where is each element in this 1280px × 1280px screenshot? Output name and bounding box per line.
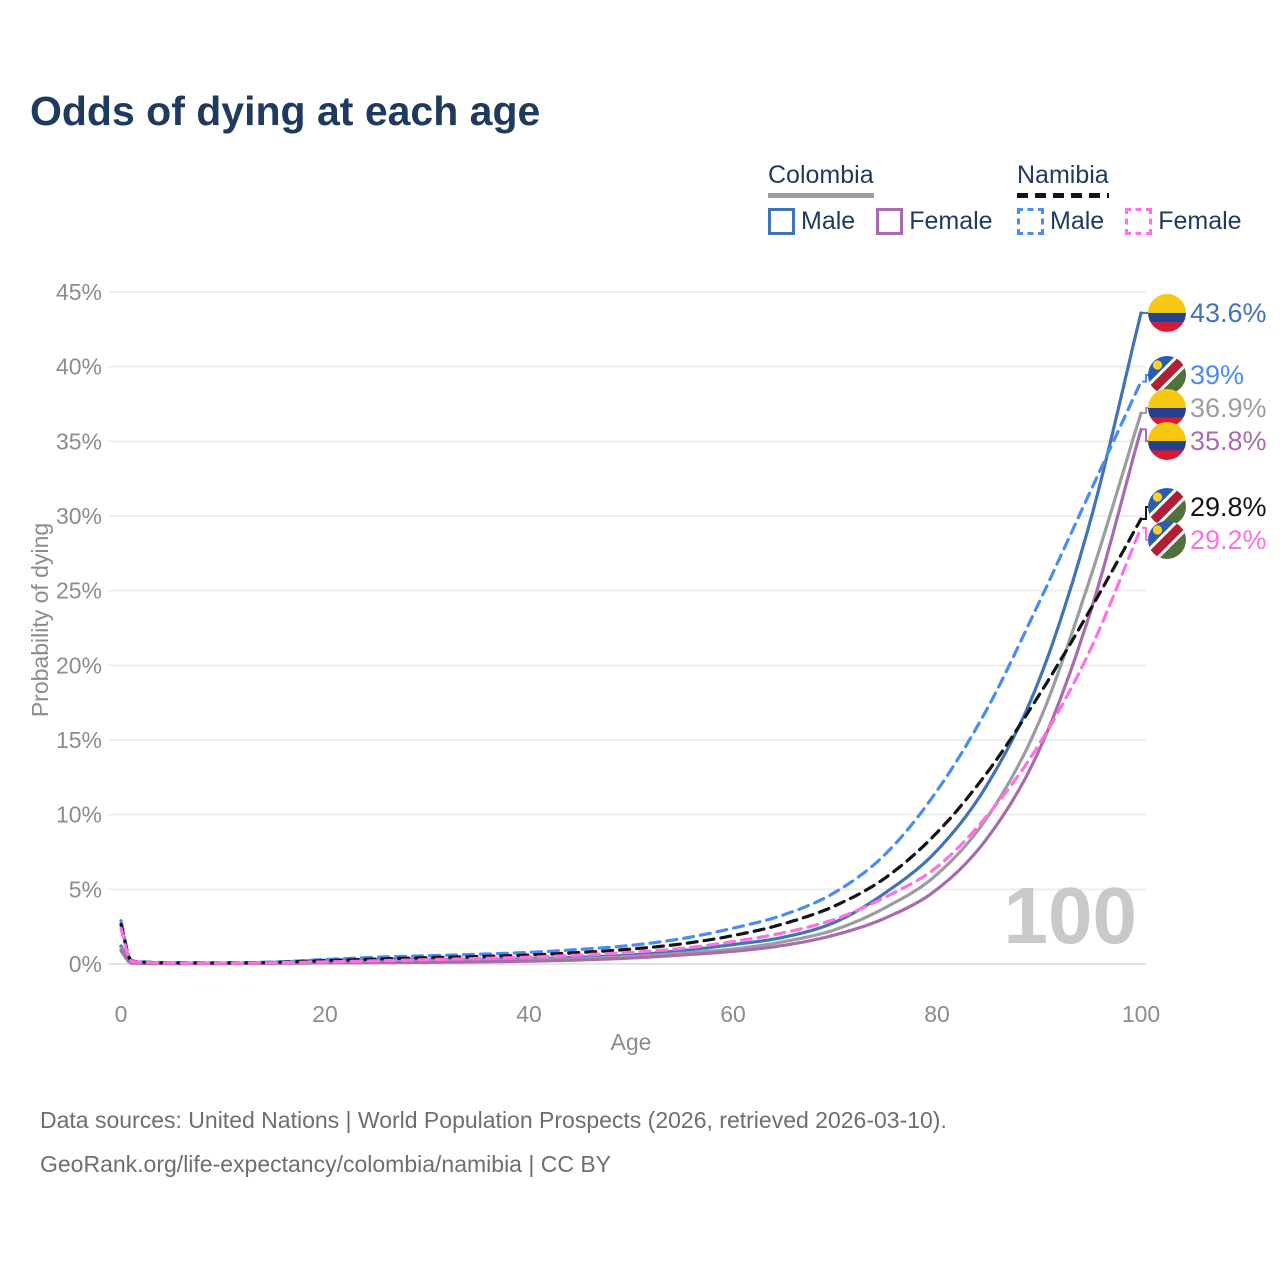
y-tick-label: 15% bbox=[56, 727, 102, 753]
checkbox-icon[interactable] bbox=[1125, 208, 1153, 235]
end-label-connector bbox=[1142, 526, 1148, 541]
series-line-co-both bbox=[119, 411, 1143, 966]
y-tick-label: 0% bbox=[69, 951, 102, 977]
x-tick-label: 40 bbox=[516, 1001, 542, 1027]
chart-title: Odds of dying at each age bbox=[30, 88, 541, 134]
series-line-na-male bbox=[119, 380, 1143, 965]
y-tick-label: 40% bbox=[56, 354, 102, 380]
checkbox-icon[interactable] bbox=[876, 208, 904, 235]
legend-country-namibia: Namibia bbox=[1017, 161, 1109, 198]
end-value-label-co-both: 36.9% bbox=[1190, 393, 1267, 423]
x-tick-label: 20 bbox=[312, 1001, 338, 1027]
colombia-flag-icon bbox=[1148, 293, 1186, 332]
checkbox-icon[interactable] bbox=[1017, 208, 1044, 235]
end-label-connector bbox=[1142, 428, 1148, 442]
legend-country-label: Namibia bbox=[1017, 161, 1109, 189]
legend-country-label: Colombia bbox=[768, 161, 874, 189]
y-tick-label: 5% bbox=[69, 876, 102, 902]
legend-item-label: Male bbox=[801, 207, 856, 235]
series-line-co-female bbox=[119, 427, 1143, 966]
legend-item-label: Female bbox=[909, 207, 993, 235]
legend-item-label: Male bbox=[1050, 207, 1105, 235]
end-value-label-na-female: 29.2% bbox=[1190, 525, 1267, 555]
colombia-flag-icon bbox=[1148, 388, 1186, 427]
end-label-connector bbox=[1142, 407, 1148, 414]
end-label-connector bbox=[1142, 506, 1148, 520]
age-watermark: 100 bbox=[1004, 871, 1137, 960]
legend-toggle-colombia-male[interactable]: Male bbox=[768, 207, 855, 236]
legend-country-colombia: Colombia bbox=[768, 161, 874, 198]
x-axis-title: Age bbox=[611, 1029, 652, 1055]
legend-item-label: Female bbox=[1158, 207, 1242, 235]
data-source-line: Data sources: United Nations | World Pop… bbox=[40, 1107, 947, 1133]
legend-group-colombia: Colombia Male Female bbox=[768, 161, 993, 236]
checkbox-icon[interactable] bbox=[768, 208, 795, 235]
end-value-label-co-male: 43.6% bbox=[1190, 298, 1267, 328]
legend-group-namibia: Namibia Male Female bbox=[1017, 161, 1242, 236]
series-line-co-male bbox=[119, 311, 1143, 965]
legend-toggle-namibia-female[interactable]: Female bbox=[1125, 207, 1242, 236]
y-tick-label: 20% bbox=[56, 652, 102, 678]
attribution-line: GeoRank.org/life-expectancy/colombia/nam… bbox=[40, 1151, 612, 1177]
y-tick-label: 10% bbox=[56, 802, 102, 828]
namibia-both-line-swatch bbox=[1017, 193, 1109, 198]
legend-toggle-colombia-female[interactable]: Female bbox=[876, 207, 993, 236]
y-tick-label: 25% bbox=[56, 578, 102, 604]
colombia-flag-icon bbox=[1148, 421, 1186, 460]
x-tick-label: 0 bbox=[115, 1001, 128, 1027]
end-label-connector bbox=[1142, 374, 1148, 383]
colombia-both-line-swatch bbox=[768, 193, 874, 198]
y-axis-title: Probability of dying bbox=[27, 523, 53, 717]
chart-footer: Data sources: United Nations | World Pop… bbox=[40, 1098, 947, 1186]
namibia-flag-icon bbox=[1148, 520, 1186, 559]
end-value-label-na-both: 29.8% bbox=[1190, 492, 1267, 522]
y-tick-label: 30% bbox=[56, 503, 102, 529]
x-tick-label: 100 bbox=[1122, 1001, 1160, 1027]
end-value-label-co-female: 35.8% bbox=[1190, 426, 1267, 456]
y-tick-label: 35% bbox=[56, 428, 102, 454]
x-tick-label: 80 bbox=[924, 1001, 950, 1027]
legend-toggle-namibia-male[interactable]: Male bbox=[1017, 207, 1104, 236]
end-value-label-na-male: 39% bbox=[1190, 360, 1244, 390]
x-tick-label: 60 bbox=[720, 1001, 746, 1027]
series-line-na-female bbox=[119, 526, 1143, 965]
y-tick-label: 45% bbox=[56, 279, 102, 305]
